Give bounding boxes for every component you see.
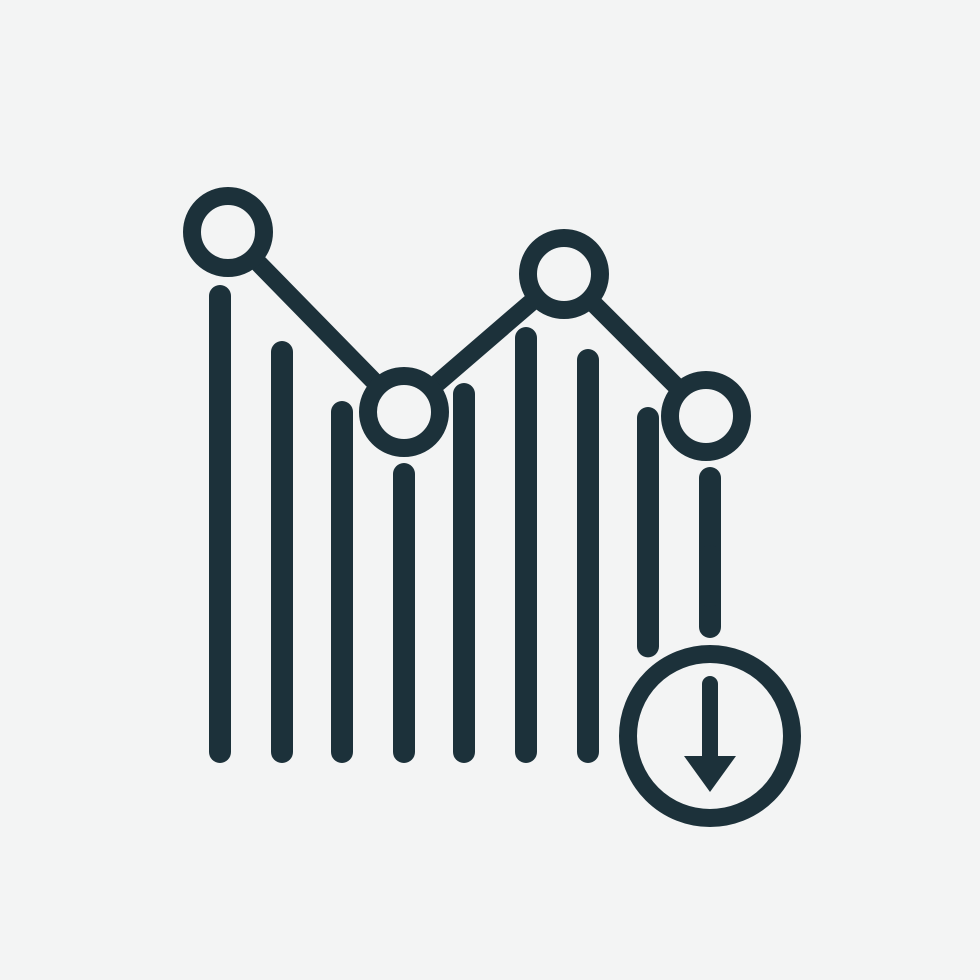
- decline-chart-svg: [0, 0, 980, 980]
- trend-point-3: [528, 238, 600, 310]
- trend-point-2: [368, 376, 440, 448]
- trend-point-4: [670, 380, 742, 452]
- trend-point-1: [192, 196, 264, 268]
- decline-chart-icon: [0, 0, 980, 980]
